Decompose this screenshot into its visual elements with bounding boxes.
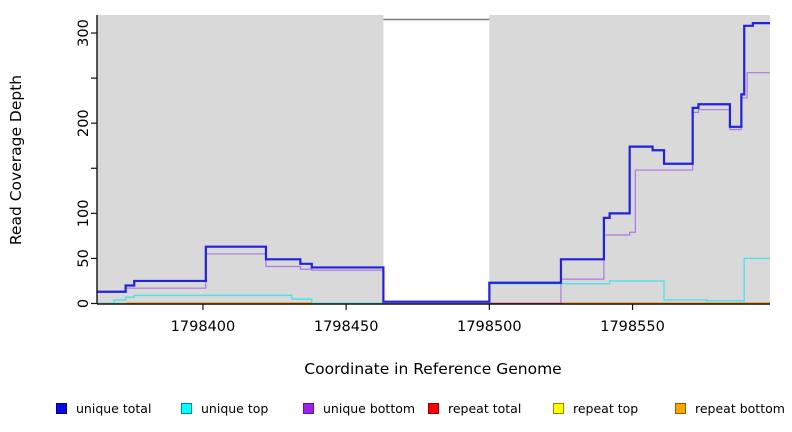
legend-item-unique-total: unique total [56, 399, 151, 417]
y-axis-title: Read Coverage Depth [7, 75, 25, 245]
legend-swatch-unique-top [181, 402, 192, 414]
legend-item-repeat-top: repeat top [553, 399, 638, 417]
legend-label: repeat top [573, 400, 639, 416]
legend-swatch-repeat-top [553, 402, 564, 414]
x-tick-label: 1798450 [314, 319, 379, 335]
legend-item-repeat-bottom: repeat bottom [675, 399, 785, 417]
legend-swatch-repeat-total [428, 402, 439, 414]
legend-swatch-repeat-bottom [675, 402, 686, 414]
y-tick-label: 0 [76, 299, 92, 308]
y-tick-label: 50 [76, 249, 92, 267]
legend-item-unique-bottom: unique bottom [303, 399, 415, 417]
legend-item-repeat-total: repeat total [428, 399, 521, 417]
legend-label: repeat total [448, 400, 522, 416]
y-tick-label: 300 [76, 19, 92, 47]
legend-swatch-unique-bottom [303, 402, 314, 414]
y-tick-label: 200 [76, 109, 92, 137]
legend-label: unique bottom [323, 400, 416, 416]
x-tick-label: 1798400 [171, 319, 236, 335]
legend: unique total unique top unique bottom repea… [0, 399, 792, 421]
legend-label: unique total [76, 400, 152, 416]
mask-region [383, 15, 490, 304]
x-tick-label: 1798500 [457, 319, 522, 335]
x-tick-label: 1798550 [600, 319, 665, 335]
legend-label: unique top [201, 400, 269, 416]
legend-label: repeat bottom [695, 400, 785, 416]
legend-swatch-unique-total [56, 402, 67, 414]
x-axis-title: Coordinate in Reference Genome [304, 360, 561, 378]
series-unique-total [97, 22, 770, 303]
legend-item-unique-top: unique top [181, 399, 268, 417]
y-tick-label: 100 [76, 200, 92, 228]
